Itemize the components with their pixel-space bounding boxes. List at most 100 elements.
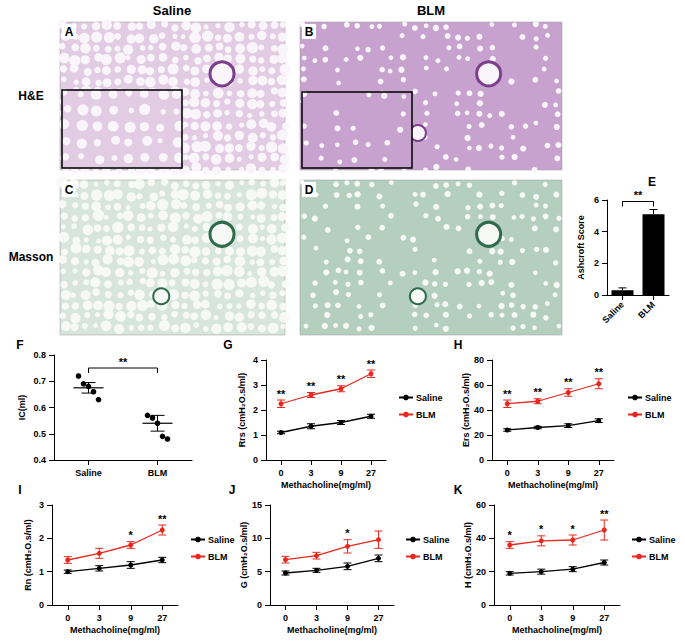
svg-text:Saline: Saline — [600, 299, 626, 325]
svg-text:27: 27 — [373, 613, 383, 623]
svg-text:2: 2 — [39, 533, 44, 543]
svg-text:27: 27 — [366, 468, 376, 478]
svg-text:**: ** — [367, 358, 376, 370]
svg-text:0.6: 0.6 — [33, 403, 46, 413]
svg-text:BLM: BLM — [208, 552, 228, 562]
svg-text:60: 60 — [476, 500, 486, 510]
svg-text:27: 27 — [157, 613, 167, 623]
svg-text:Methacholine(mg/ml): Methacholine(mg/ml) — [287, 625, 377, 635]
svg-text:0: 0 — [283, 613, 288, 623]
svg-text:*: * — [345, 527, 350, 539]
svg-text:0.4: 0.4 — [33, 455, 46, 465]
svg-text:A: A — [65, 25, 74, 39]
svg-text:K: K — [454, 483, 463, 497]
svg-text:20: 20 — [476, 567, 486, 577]
svg-text:J: J — [229, 483, 236, 497]
svg-text:80: 80 — [474, 355, 484, 365]
svg-text:BLM: BLM — [423, 552, 443, 562]
svg-text:H: H — [454, 338, 463, 352]
svg-text:0.8: 0.8 — [33, 350, 46, 360]
svg-text:6: 6 — [594, 195, 599, 205]
svg-text:**: ** — [564, 376, 573, 388]
svg-text:60: 60 — [474, 380, 484, 390]
svg-text:Saline: Saline — [416, 393, 443, 403]
svg-text:0: 0 — [253, 455, 258, 465]
svg-text:0.7: 0.7 — [33, 376, 46, 386]
svg-text:**: ** — [307, 380, 316, 392]
svg-text:**: ** — [503, 388, 512, 400]
svg-text:10: 10 — [252, 533, 262, 543]
svg-text:G (cmH₂O.s/ml): G (cmH₂O.s/ml) — [239, 522, 249, 589]
svg-text:Saline: Saline — [423, 535, 450, 545]
svg-text:40: 40 — [474, 405, 484, 415]
svg-text:0: 0 — [257, 600, 262, 610]
svg-text:Rrs (cmH₂O.s/ml): Rrs (cmH₂O.s/ml) — [237, 373, 247, 448]
svg-text:0: 0 — [39, 600, 44, 610]
svg-text:BLM: BLM — [148, 468, 168, 478]
svg-text:**: ** — [594, 366, 603, 378]
svg-text:0: 0 — [505, 468, 510, 478]
svg-text:H&E: H&E — [18, 89, 43, 103]
svg-text:*: * — [508, 529, 513, 541]
svg-text:D: D — [305, 183, 314, 197]
svg-text:Saline: Saline — [645, 393, 672, 403]
svg-text:1: 1 — [253, 430, 258, 440]
svg-text:*: * — [129, 529, 134, 541]
svg-text:3: 3 — [308, 468, 313, 478]
svg-text:F: F — [16, 338, 23, 352]
svg-text:**: ** — [158, 513, 167, 525]
svg-text:1: 1 — [39, 567, 44, 577]
svg-text:3: 3 — [97, 613, 102, 623]
svg-text:BLM: BLM — [636, 299, 657, 320]
svg-text:0: 0 — [278, 468, 283, 478]
svg-text:3: 3 — [314, 613, 319, 623]
svg-text:Saline: Saline — [75, 468, 102, 478]
svg-text:B: B — [305, 25, 314, 39]
svg-text:40: 40 — [476, 533, 486, 543]
svg-text:9: 9 — [566, 468, 571, 478]
svg-text:2: 2 — [594, 258, 599, 268]
svg-text:E: E — [648, 175, 656, 189]
svg-text:2: 2 — [253, 405, 258, 415]
svg-text:BLM: BLM — [417, 3, 445, 18]
svg-text:Methacholine(mg/ml): Methacholine(mg/ml) — [70, 625, 160, 635]
svg-text:**: ** — [600, 508, 609, 520]
svg-text:4: 4 — [594, 227, 599, 237]
svg-text:9: 9 — [345, 613, 350, 623]
svg-text:3: 3 — [253, 380, 258, 390]
svg-text:4: 4 — [253, 355, 258, 365]
svg-text:3: 3 — [39, 500, 44, 510]
svg-text:5: 5 — [257, 567, 262, 577]
svg-text:G: G — [223, 338, 232, 352]
svg-text:0: 0 — [594, 290, 599, 300]
svg-text:BLM: BLM — [645, 410, 665, 420]
svg-text:3: 3 — [535, 468, 540, 478]
svg-text:0: 0 — [481, 600, 486, 610]
svg-text:*: * — [539, 523, 544, 535]
svg-text:BLM: BLM — [416, 410, 436, 420]
svg-text:0.5: 0.5 — [33, 429, 46, 439]
svg-text:**: ** — [533, 386, 542, 398]
svg-text:BLM: BLM — [649, 552, 669, 562]
svg-text:C: C — [65, 183, 74, 197]
svg-text:27: 27 — [594, 468, 604, 478]
svg-text:Saline: Saline — [153, 3, 191, 18]
svg-text:**: ** — [119, 356, 128, 368]
svg-text:15: 15 — [252, 500, 262, 510]
svg-text:9: 9 — [570, 613, 575, 623]
svg-text:9: 9 — [338, 468, 343, 478]
svg-text:Rn (cmH₂O.s/ml): Rn (cmH₂O.s/ml) — [23, 519, 33, 591]
svg-text:9: 9 — [128, 613, 133, 623]
svg-text:Ers (cmH₂O.s/ml): Ers (cmH₂O.s/ml) — [461, 373, 471, 447]
svg-text:Masson: Masson — [9, 250, 54, 264]
svg-text:*: * — [571, 523, 576, 535]
svg-text:0: 0 — [479, 455, 484, 465]
svg-text:Methacholine(mg/ml): Methacholine(mg/ml) — [281, 480, 371, 490]
svg-text:Saline: Saline — [208, 535, 235, 545]
svg-text:Methacholine(mg/ml): Methacholine(mg/ml) — [512, 625, 602, 635]
svg-text:0: 0 — [65, 613, 70, 623]
svg-text:**: ** — [337, 373, 346, 385]
svg-text:Methacholine(mg/ml): Methacholine(mg/ml) — [508, 480, 598, 490]
svg-text:27: 27 — [599, 613, 609, 623]
svg-text:I: I — [18, 483, 21, 497]
